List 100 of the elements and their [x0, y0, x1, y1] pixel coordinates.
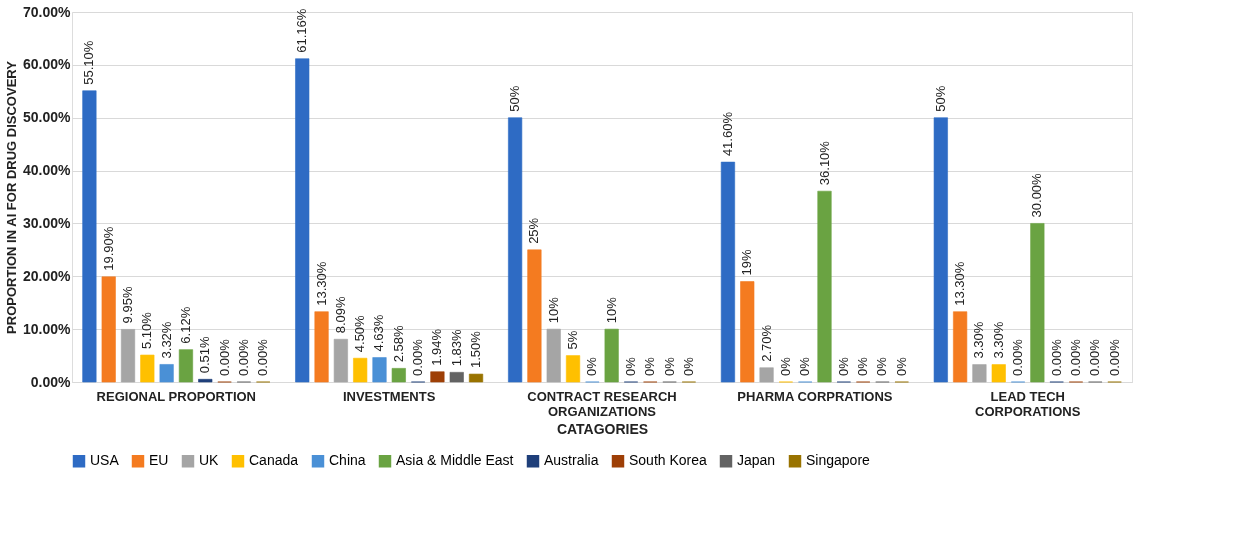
data-label: 10% — [545, 296, 561, 324]
legend-label: Australia — [544, 452, 599, 469]
data-label: 0.00% — [216, 338, 232, 376]
data-label: 3.30% — [990, 321, 1006, 359]
y-tick-label: 60.00% — [23, 56, 72, 73]
bar — [449, 372, 464, 383]
bar — [604, 328, 619, 383]
bar — [295, 58, 310, 383]
data-label: 0.00% — [1087, 338, 1103, 376]
data-label: 8.09% — [332, 295, 348, 334]
data-label: 0% — [893, 356, 909, 376]
data-label: 1.83% — [448, 329, 464, 367]
data-label: 0% — [680, 356, 696, 376]
x-tick-label: REGIONAL PROPORTION — [96, 388, 256, 404]
bar — [120, 329, 136, 383]
data-label: 1.50% — [468, 330, 484, 369]
bar — [991, 364, 1006, 383]
legend-label: Japan — [737, 452, 776, 469]
data-label: 61.16% — [294, 8, 310, 53]
data-label: 50% — [932, 85, 948, 112]
data-label: 9.95% — [120, 286, 136, 324]
data-label: 0% — [835, 356, 851, 376]
data-label: 19.90% — [100, 226, 116, 271]
bar — [314, 311, 329, 383]
x-tick-label: INVESTMENTS — [342, 388, 436, 404]
legend-label: UK — [199, 452, 220, 469]
bar — [720, 161, 736, 383]
legend-label: South Korea — [629, 452, 708, 469]
bar — [527, 249, 542, 383]
data-label: 13.30% — [952, 261, 968, 306]
y-tick-label: 70.00% — [23, 3, 72, 20]
data-label: 0% — [777, 356, 793, 376]
bar — [333, 338, 348, 383]
x-tick-label: CONTRACT RESEARCH ORGANIZATIONS — [527, 388, 677, 419]
data-label: 0.00% — [255, 338, 271, 376]
data-label: 50% — [507, 85, 523, 112]
legend-label: Canada — [249, 452, 299, 469]
legend-label: Singapore — [806, 452, 871, 469]
data-label: 0% — [642, 356, 658, 376]
bar — [933, 117, 948, 383]
data-label: 1.94% — [429, 328, 445, 366]
data-label: 5.10% — [139, 311, 155, 350]
bar — [353, 357, 368, 383]
legend-label: USA — [90, 452, 120, 469]
y-tick-label: 30.00% — [23, 214, 72, 231]
bar — [82, 90, 97, 383]
bar — [159, 364, 174, 383]
bar — [198, 379, 213, 383]
legend-label: EU — [149, 452, 169, 469]
bar — [140, 354, 155, 383]
legend-label: Asia & Middle East — [396, 452, 514, 469]
data-label: 0% — [797, 356, 813, 376]
data-label: 19% — [739, 249, 755, 276]
bar — [391, 368, 406, 383]
bar — [740, 281, 755, 383]
data-label: 0.00% — [1067, 338, 1083, 376]
data-label: 5% — [565, 330, 581, 350]
bar — [546, 328, 561, 383]
bar — [817, 190, 832, 383]
y-tick-label: 40.00% — [23, 162, 72, 179]
data-label: 0.00% — [1106, 338, 1122, 376]
data-label: 0.51% — [197, 336, 213, 374]
y-tick-label: 20.00% — [23, 267, 72, 284]
data-label: 0.00% — [410, 338, 426, 376]
data-label: 25% — [526, 217, 542, 244]
data-label: 41.60% — [719, 111, 735, 157]
x-axis-title: CATAGORIES — [556, 420, 649, 437]
y-tick-label: 50.00% — [23, 109, 72, 126]
data-label: 55.10% — [81, 40, 97, 85]
bar — [759, 367, 774, 383]
data-label: 4.63% — [371, 314, 387, 352]
bar — [468, 373, 484, 383]
data-label: 0.00% — [1048, 338, 1064, 376]
data-label: 36.10% — [816, 140, 832, 186]
bar — [565, 355, 581, 383]
bar — [972, 364, 987, 383]
x-tick-label: LEAD TECH CORPORATIONS — [975, 388, 1081, 419]
data-label: 0% — [874, 356, 890, 376]
data-label: 30.00% — [1029, 172, 1045, 218]
data-label: 10% — [603, 296, 619, 324]
y-tick-label: 0.00% — [30, 373, 72, 390]
bar — [430, 371, 445, 383]
data-label: 13.30% — [313, 261, 329, 306]
legend-label: China — [329, 452, 366, 469]
y-axis-title: PROPORTION IN AI FOR DRUG DISCOVERY — [4, 60, 20, 334]
data-label: 2.58% — [390, 325, 406, 363]
data-label: 0% — [584, 356, 600, 376]
bar — [953, 311, 968, 383]
data-label: 0% — [622, 356, 638, 376]
data-label: 0.00% — [235, 338, 251, 376]
bar — [1030, 223, 1045, 383]
bar — [178, 349, 194, 383]
bar — [508, 117, 523, 383]
data-label: 0% — [661, 356, 677, 376]
data-label: 2.70% — [758, 324, 774, 362]
data-label: 0% — [855, 356, 871, 376]
y-tick-label: 10.00% — [23, 320, 72, 337]
data-label: 4.50% — [352, 314, 368, 353]
data-label: 3.32% — [158, 321, 174, 359]
bar — [101, 276, 116, 383]
